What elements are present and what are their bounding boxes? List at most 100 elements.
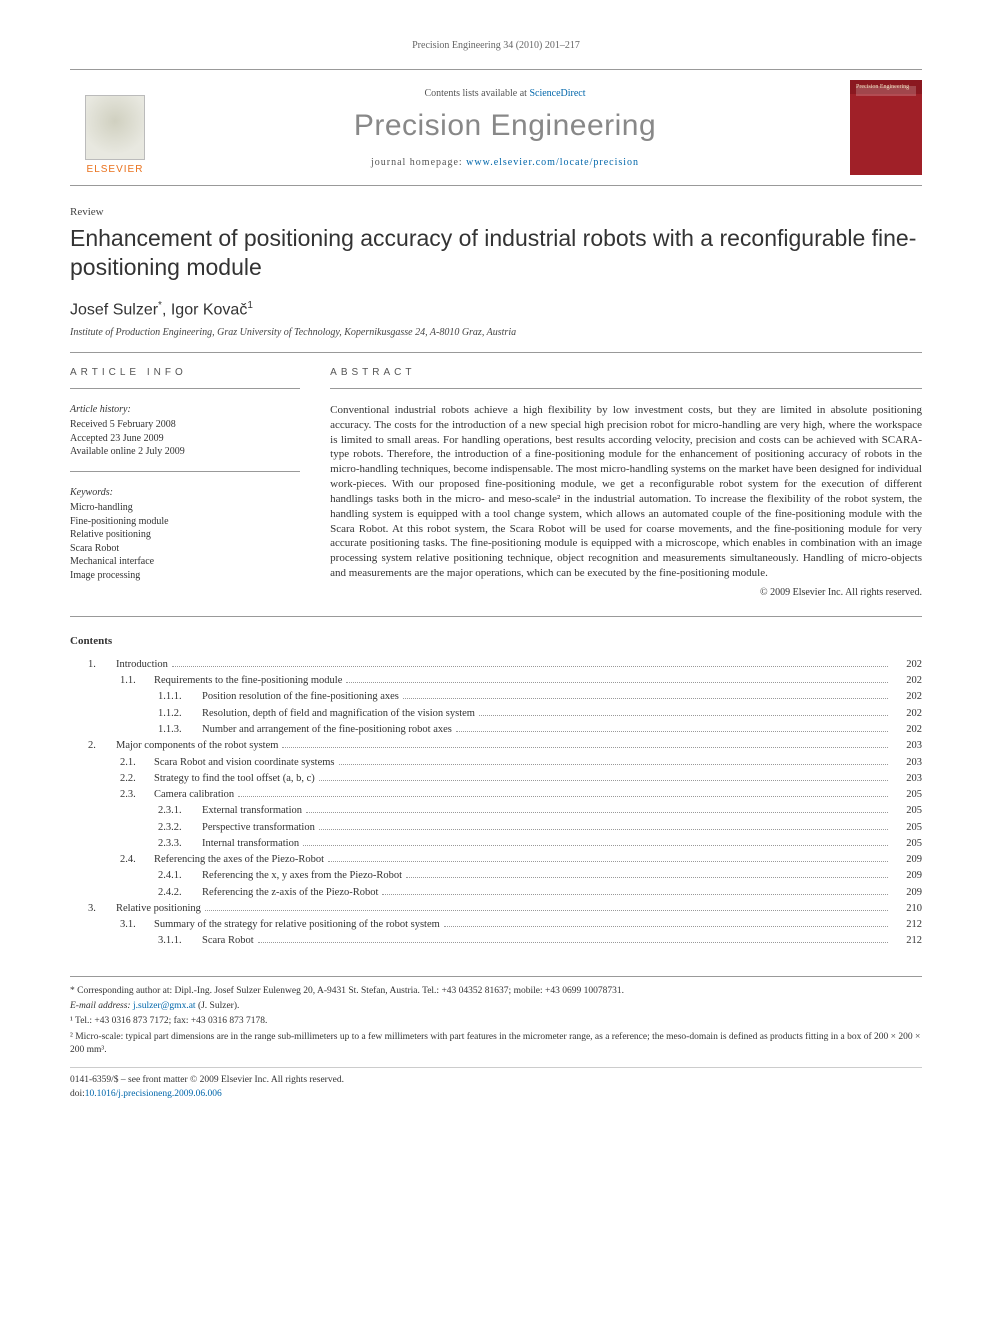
toc-number: 2.3.3. bbox=[158, 836, 202, 852]
history-received: Received 5 February 2008 bbox=[70, 418, 300, 432]
toc-page: 209 bbox=[892, 868, 922, 884]
toc-page: 203 bbox=[892, 738, 922, 754]
toc-page: 205 bbox=[892, 803, 922, 819]
homepage-line: journal homepage: www.elsevier.com/locat… bbox=[160, 157, 850, 168]
toc-number: 2.3.2. bbox=[158, 820, 202, 836]
toc-entry[interactable]: 1.1.Requirements to the fine-positioning… bbox=[70, 673, 922, 689]
email-link[interactable]: j.sulzer@gmx.at bbox=[133, 1001, 196, 1011]
toc-entry[interactable]: 2.3.Camera calibration205 bbox=[70, 787, 922, 803]
toc-entry[interactable]: 1.1.1.Position resolution of the fine-po… bbox=[70, 689, 922, 705]
article-history-block: Article history: Received 5 February 200… bbox=[70, 403, 300, 459]
sciencedirect-link[interactable]: ScienceDirect bbox=[529, 88, 585, 99]
table-of-contents: 1.Introduction 2021.1.Requirements to the… bbox=[70, 657, 922, 950]
keyword: Relative positioning bbox=[70, 528, 300, 542]
toc-number: 1.1.3. bbox=[158, 722, 202, 738]
toc-leader-dots bbox=[406, 877, 888, 878]
author-1: Josef Sulzer bbox=[70, 301, 158, 318]
toc-title: Introduction bbox=[116, 657, 168, 673]
toc-page: 202 bbox=[892, 657, 922, 673]
abstract-text: Conventional industrial robots achieve a… bbox=[330, 403, 922, 581]
toc-leader-dots bbox=[403, 698, 888, 699]
toc-entry[interactable]: 2.2.Strategy to find the tool offset (a,… bbox=[70, 771, 922, 787]
toc-page: 205 bbox=[892, 836, 922, 852]
toc-title: Scara Robot and vision coordinate system… bbox=[154, 755, 335, 771]
contents-prefix: Contents lists available at bbox=[424, 88, 529, 99]
toc-entry[interactable]: 1.1.2.Resolution, depth of field and mag… bbox=[70, 706, 922, 722]
toc-title: Internal transformation bbox=[202, 836, 299, 852]
toc-leader-dots bbox=[258, 942, 888, 943]
toc-title: Position resolution of the fine-position… bbox=[202, 689, 399, 705]
toc-title: Strategy to find the tool offset (a, b, … bbox=[154, 771, 315, 787]
toc-leader-dots bbox=[238, 796, 888, 797]
article-type: Review bbox=[70, 206, 922, 218]
toc-entry[interactable]: 3.1.1.Scara Robot212 bbox=[70, 933, 922, 949]
keywords-block: Keywords: Micro-handling Fine-positionin… bbox=[70, 486, 300, 583]
author-2: Igor Kovač bbox=[171, 301, 247, 318]
toc-number: 1.1.1. bbox=[158, 689, 202, 705]
toc-number: 2.3. bbox=[120, 787, 154, 803]
publisher-logo: ELSEVIER bbox=[70, 80, 160, 175]
keyword: Scara Robot bbox=[70, 542, 300, 556]
keyword: Fine-positioning module bbox=[70, 515, 300, 529]
affiliation: Institute of Production Engineering, Gra… bbox=[70, 327, 922, 338]
toc-entry[interactable]: 3.1.Summary of the strategy for relative… bbox=[70, 917, 922, 933]
toc-entry[interactable]: 2.Major components of the robot system20… bbox=[70, 738, 922, 754]
toc-entry[interactable]: 2.3.3.Internal transformation 205 bbox=[70, 836, 922, 852]
cover-thumb-label: Precision Engineering bbox=[856, 84, 909, 90]
toc-page: 210 bbox=[892, 901, 922, 917]
toc-leader-dots bbox=[303, 845, 888, 846]
toc-title: Resolution, depth of field and magnifica… bbox=[202, 706, 475, 722]
toc-entry[interactable]: 3.Relative positioning 210 bbox=[70, 901, 922, 917]
toc-page: 205 bbox=[892, 820, 922, 836]
journal-cover-thumbnail: Precision Engineering bbox=[850, 80, 922, 175]
toc-entry[interactable]: 2.3.1.External transformation 205 bbox=[70, 803, 922, 819]
toc-number: 3. bbox=[88, 901, 116, 917]
toc-page: 202 bbox=[892, 673, 922, 689]
toc-title: Number and arrangement of the fine-posit… bbox=[202, 722, 452, 738]
toc-title: Perspective transformation bbox=[202, 820, 315, 836]
email-suffix: (J. Sulzer). bbox=[196, 1001, 240, 1011]
toc-number: 2.3.1. bbox=[158, 803, 202, 819]
journal-masthead: ELSEVIER Contents lists available at Sci… bbox=[70, 69, 922, 186]
article-info-heading: article info bbox=[70, 367, 300, 378]
doi-line: doi:10.1016/j.precisioneng.2009.06.006 bbox=[70, 1088, 922, 1101]
toc-entry[interactable]: 2.1.Scara Robot and vision coordinate sy… bbox=[70, 755, 922, 771]
toc-entry[interactable]: 1.1.3.Number and arrangement of the fine… bbox=[70, 722, 922, 738]
toc-number: 1.1. bbox=[120, 673, 154, 689]
toc-page: 212 bbox=[892, 933, 922, 949]
toc-leader-dots bbox=[339, 764, 888, 765]
toc-page: 209 bbox=[892, 885, 922, 901]
keywords-title: Keywords: bbox=[70, 486, 300, 500]
toc-leader-dots bbox=[319, 780, 888, 781]
corresponding-author-note: * Corresponding author at: Dipl.-Ing. Jo… bbox=[70, 985, 922, 998]
divider bbox=[70, 352, 922, 353]
toc-entry[interactable]: 2.4.1.Referencing the x, y axes from the… bbox=[70, 868, 922, 884]
toc-leader-dots bbox=[479, 715, 888, 716]
toc-page: 212 bbox=[892, 917, 922, 933]
toc-title: Major components of the robot system bbox=[116, 738, 278, 754]
toc-number: 2.4.2. bbox=[158, 885, 202, 901]
publisher-name: ELSEVIER bbox=[87, 164, 144, 175]
toc-entry[interactable]: 2.4.2.Referencing the z-axis of the Piez… bbox=[70, 885, 922, 901]
toc-entry[interactable]: 2.3.2.Perspective transformation 205 bbox=[70, 820, 922, 836]
homepage-link[interactable]: www.elsevier.com/locate/precision bbox=[466, 157, 639, 168]
toc-entry[interactable]: 1.Introduction 202 bbox=[70, 657, 922, 673]
homepage-prefix: journal homepage: bbox=[371, 157, 466, 168]
toc-title: External transformation bbox=[202, 803, 302, 819]
history-accepted: Accepted 23 June 2009 bbox=[70, 432, 300, 446]
toc-page: 205 bbox=[892, 787, 922, 803]
keyword: Micro-handling bbox=[70, 501, 300, 515]
history-online: Available online 2 July 2009 bbox=[70, 445, 300, 459]
toc-entry[interactable]: 2.4.Referencing the axes of the Piezo-Ro… bbox=[70, 852, 922, 868]
doi-link[interactable]: 10.1016/j.precisioneng.2009.06.006 bbox=[85, 1089, 222, 1099]
journal-name: Precision Engineering bbox=[160, 109, 850, 143]
toc-number: 1. bbox=[88, 657, 116, 673]
toc-page: 202 bbox=[892, 689, 922, 705]
toc-title: Summary of the strategy for relative pos… bbox=[154, 917, 440, 933]
toc-title: Relative positioning bbox=[116, 901, 201, 917]
publisher-tree-icon bbox=[85, 95, 145, 160]
info-abstract-row: article info Article history: Received 5… bbox=[70, 367, 922, 598]
abstract-column: abstract Conventional industrial robots … bbox=[330, 367, 922, 598]
toc-number: 3.1. bbox=[120, 917, 154, 933]
abstract-heading: abstract bbox=[330, 367, 922, 378]
